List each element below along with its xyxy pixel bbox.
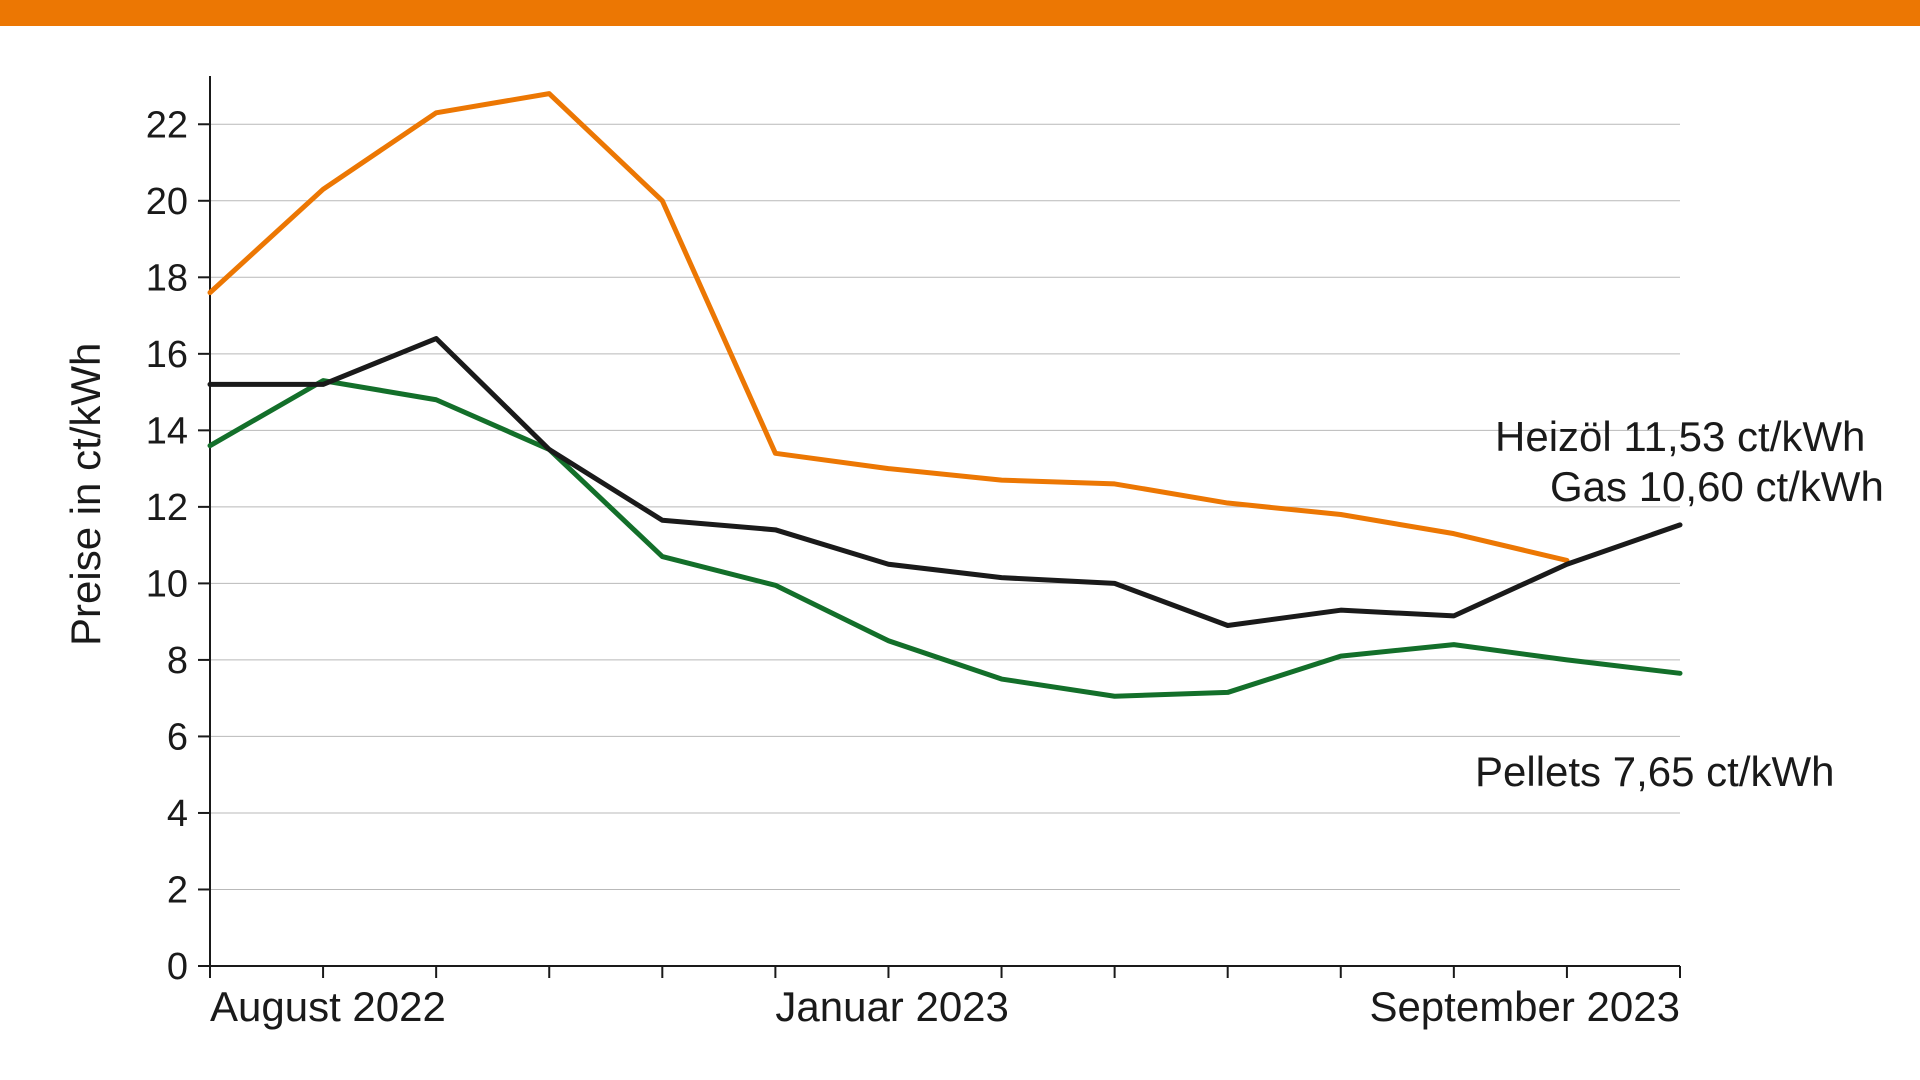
- y-tick-label: 18: [146, 257, 188, 299]
- x-axis-label: August 2022: [210, 983, 446, 1030]
- series-label-heizoel: Heizöl 11,53 ct/kWh: [1495, 413, 1865, 460]
- x-axis-label: September 2023: [1369, 983, 1680, 1030]
- y-tick-label: 16: [146, 334, 188, 376]
- series-label-gas: Gas 10,60 ct/kWh: [1550, 463, 1884, 510]
- series-heizoel: [210, 94, 1567, 561]
- y-tick-label: 14: [146, 410, 188, 452]
- y-tick-label: 12: [146, 487, 188, 529]
- series-gas: [210, 339, 1680, 626]
- y-tick-label: 0: [167, 946, 188, 988]
- y-tick-label: 20: [146, 181, 188, 223]
- series-pellets: [210, 381, 1680, 697]
- x-axis-label: Januar 2023: [775, 983, 1009, 1030]
- y-tick-label: 2: [167, 869, 188, 911]
- price-chart: 0 2 4 6 8 10 12 14 16 18 20 22 August 2022 Januar 202…: [0, 26, 1920, 1080]
- y-tick-label: 6: [167, 716, 188, 758]
- y-axis-label: Preise in ct/kWh: [62, 343, 109, 646]
- chart-container: 0 2 4 6 8 10 12 14 16 18 20 22 August 2022 Januar 202…: [0, 26, 1920, 1080]
- top-bar: [0, 0, 1920, 26]
- y-tick-label: 22: [146, 104, 188, 146]
- y-tick-label: 10: [146, 563, 188, 605]
- series-label-pellets: Pellets 7,65 ct/kWh: [1475, 748, 1834, 795]
- y-tick-label: 4: [167, 793, 188, 835]
- y-tick-label: 8: [167, 640, 188, 682]
